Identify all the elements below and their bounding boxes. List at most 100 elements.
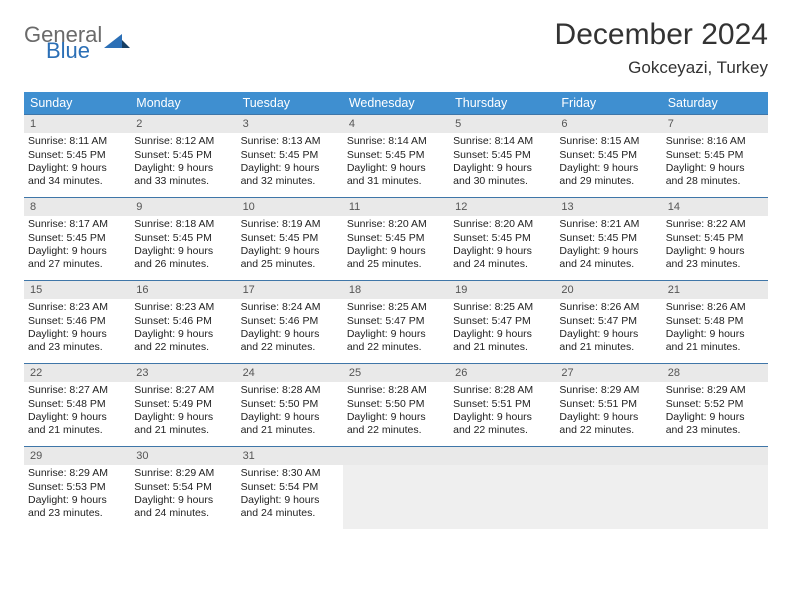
day-cell: 10Sunrise: 8:19 AMSunset: 5:45 PMDayligh… <box>237 198 343 280</box>
daylight-line: Daylight: 9 hours and 22 minutes. <box>347 411 445 438</box>
sunrise-line: Sunrise: 8:27 AM <box>134 384 232 397</box>
sunset-line: Sunset: 5:45 PM <box>559 149 657 162</box>
day-body: Sunrise: 8:16 AMSunset: 5:45 PMDaylight:… <box>662 133 768 193</box>
sunrise-line: Sunrise: 8:27 AM <box>28 384 126 397</box>
sunset-line: Sunset: 5:47 PM <box>559 315 657 328</box>
sunrise-line: Sunrise: 8:28 AM <box>453 384 551 397</box>
sunrise-line: Sunrise: 8:29 AM <box>559 384 657 397</box>
day-number <box>662 447 768 465</box>
sunrise-line: Sunrise: 8:17 AM <box>28 218 126 231</box>
day-body: Sunrise: 8:14 AMSunset: 5:45 PMDaylight:… <box>343 133 449 193</box>
day-body: Sunrise: 8:14 AMSunset: 5:45 PMDaylight:… <box>449 133 555 193</box>
day-number: 17 <box>237 281 343 299</box>
sunset-line: Sunset: 5:45 PM <box>453 149 551 162</box>
day-number <box>343 447 449 465</box>
daylight-line: Daylight: 9 hours and 21 minutes. <box>559 328 657 355</box>
weekday-monday: Monday <box>130 92 236 114</box>
sunrise-line: Sunrise: 8:18 AM <box>134 218 232 231</box>
day-number <box>449 447 555 465</box>
sunset-line: Sunset: 5:45 PM <box>134 149 232 162</box>
day-number: 15 <box>24 281 130 299</box>
sunrise-line: Sunrise: 8:29 AM <box>134 467 232 480</box>
sunset-line: Sunset: 5:45 PM <box>28 232 126 245</box>
sunset-line: Sunset: 5:45 PM <box>347 149 445 162</box>
sunset-line: Sunset: 5:46 PM <box>241 315 339 328</box>
day-number: 12 <box>449 198 555 216</box>
sunset-line: Sunset: 5:45 PM <box>666 232 764 245</box>
sunset-line: Sunset: 5:46 PM <box>134 315 232 328</box>
day-number: 29 <box>24 447 130 465</box>
sunrise-line: Sunrise: 8:14 AM <box>453 135 551 148</box>
day-body: Sunrise: 8:20 AMSunset: 5:45 PMDaylight:… <box>343 216 449 276</box>
sunrise-line: Sunrise: 8:28 AM <box>241 384 339 397</box>
day-cell: 23Sunrise: 8:27 AMSunset: 5:49 PMDayligh… <box>130 364 236 446</box>
day-cell: 28Sunrise: 8:29 AMSunset: 5:52 PMDayligh… <box>662 364 768 446</box>
day-cell <box>343 447 449 529</box>
sunset-line: Sunset: 5:51 PM <box>453 398 551 411</box>
day-cell: 14Sunrise: 8:22 AMSunset: 5:45 PMDayligh… <box>662 198 768 280</box>
day-cell: 6Sunrise: 8:15 AMSunset: 5:45 PMDaylight… <box>555 115 661 197</box>
day-cell: 17Sunrise: 8:24 AMSunset: 5:46 PMDayligh… <box>237 281 343 363</box>
sunset-line: Sunset: 5:50 PM <box>241 398 339 411</box>
daylight-line: Daylight: 9 hours and 22 minutes. <box>559 411 657 438</box>
day-cell: 2Sunrise: 8:12 AMSunset: 5:45 PMDaylight… <box>130 115 236 197</box>
week-row: 22Sunrise: 8:27 AMSunset: 5:48 PMDayligh… <box>24 363 768 446</box>
day-cell <box>449 447 555 529</box>
day-body: Sunrise: 8:21 AMSunset: 5:45 PMDaylight:… <box>555 216 661 276</box>
weekday-saturday: Saturday <box>662 92 768 114</box>
day-body: Sunrise: 8:23 AMSunset: 5:46 PMDaylight:… <box>130 299 236 359</box>
daylight-line: Daylight: 9 hours and 24 minutes. <box>241 494 339 521</box>
day-body: Sunrise: 8:28 AMSunset: 5:51 PMDaylight:… <box>449 382 555 442</box>
day-number: 23 <box>130 364 236 382</box>
day-number: 4 <box>343 115 449 133</box>
sunset-line: Sunset: 5:54 PM <box>134 481 232 494</box>
sunrise-line: Sunrise: 8:16 AM <box>666 135 764 148</box>
sunset-line: Sunset: 5:45 PM <box>134 232 232 245</box>
sunset-line: Sunset: 5:53 PM <box>28 481 126 494</box>
day-number: 18 <box>343 281 449 299</box>
day-cell: 11Sunrise: 8:20 AMSunset: 5:45 PMDayligh… <box>343 198 449 280</box>
day-cell: 22Sunrise: 8:27 AMSunset: 5:48 PMDayligh… <box>24 364 130 446</box>
day-cell: 15Sunrise: 8:23 AMSunset: 5:46 PMDayligh… <box>24 281 130 363</box>
day-number: 27 <box>555 364 661 382</box>
day-number: 3 <box>237 115 343 133</box>
weekday-header: SundayMondayTuesdayWednesdayThursdayFrid… <box>24 92 768 114</box>
sunset-line: Sunset: 5:54 PM <box>241 481 339 494</box>
day-cell: 8Sunrise: 8:17 AMSunset: 5:45 PMDaylight… <box>24 198 130 280</box>
sunset-line: Sunset: 5:47 PM <box>347 315 445 328</box>
daylight-line: Daylight: 9 hours and 25 minutes. <box>347 245 445 272</box>
sunrise-line: Sunrise: 8:23 AM <box>28 301 126 314</box>
sunrise-line: Sunrise: 8:20 AM <box>347 218 445 231</box>
daylight-line: Daylight: 9 hours and 33 minutes. <box>134 162 232 189</box>
sunset-line: Sunset: 5:50 PM <box>347 398 445 411</box>
day-number: 22 <box>24 364 130 382</box>
day-number: 28 <box>662 364 768 382</box>
sunrise-line: Sunrise: 8:15 AM <box>559 135 657 148</box>
day-cell: 31Sunrise: 8:30 AMSunset: 5:54 PMDayligh… <box>237 447 343 529</box>
week-row: 15Sunrise: 8:23 AMSunset: 5:46 PMDayligh… <box>24 280 768 363</box>
sunset-line: Sunset: 5:47 PM <box>453 315 551 328</box>
day-body: Sunrise: 8:27 AMSunset: 5:48 PMDaylight:… <box>24 382 130 442</box>
sunrise-line: Sunrise: 8:19 AM <box>241 218 339 231</box>
sunset-line: Sunset: 5:45 PM <box>28 149 126 162</box>
daylight-line: Daylight: 9 hours and 23 minutes. <box>28 494 126 521</box>
sunrise-line: Sunrise: 8:11 AM <box>28 135 126 148</box>
daylight-line: Daylight: 9 hours and 21 minutes. <box>241 411 339 438</box>
day-cell: 1Sunrise: 8:11 AMSunset: 5:45 PMDaylight… <box>24 115 130 197</box>
day-number: 9 <box>130 198 236 216</box>
day-cell <box>555 447 661 529</box>
month-title: December 2024 <box>555 18 768 52</box>
sunrise-line: Sunrise: 8:23 AM <box>134 301 232 314</box>
day-number: 11 <box>343 198 449 216</box>
brand-logo: General Blue <box>24 18 130 62</box>
day-body: Sunrise: 8:12 AMSunset: 5:45 PMDaylight:… <box>130 133 236 193</box>
day-number: 26 <box>449 364 555 382</box>
sunrise-line: Sunrise: 8:25 AM <box>453 301 551 314</box>
day-cell: 27Sunrise: 8:29 AMSunset: 5:51 PMDayligh… <box>555 364 661 446</box>
sunset-line: Sunset: 5:46 PM <box>28 315 126 328</box>
daylight-line: Daylight: 9 hours and 22 minutes. <box>134 328 232 355</box>
day-cell: 19Sunrise: 8:25 AMSunset: 5:47 PMDayligh… <box>449 281 555 363</box>
daylight-line: Daylight: 9 hours and 21 minutes. <box>134 411 232 438</box>
daylight-line: Daylight: 9 hours and 27 minutes. <box>28 245 126 272</box>
day-number: 5 <box>449 115 555 133</box>
